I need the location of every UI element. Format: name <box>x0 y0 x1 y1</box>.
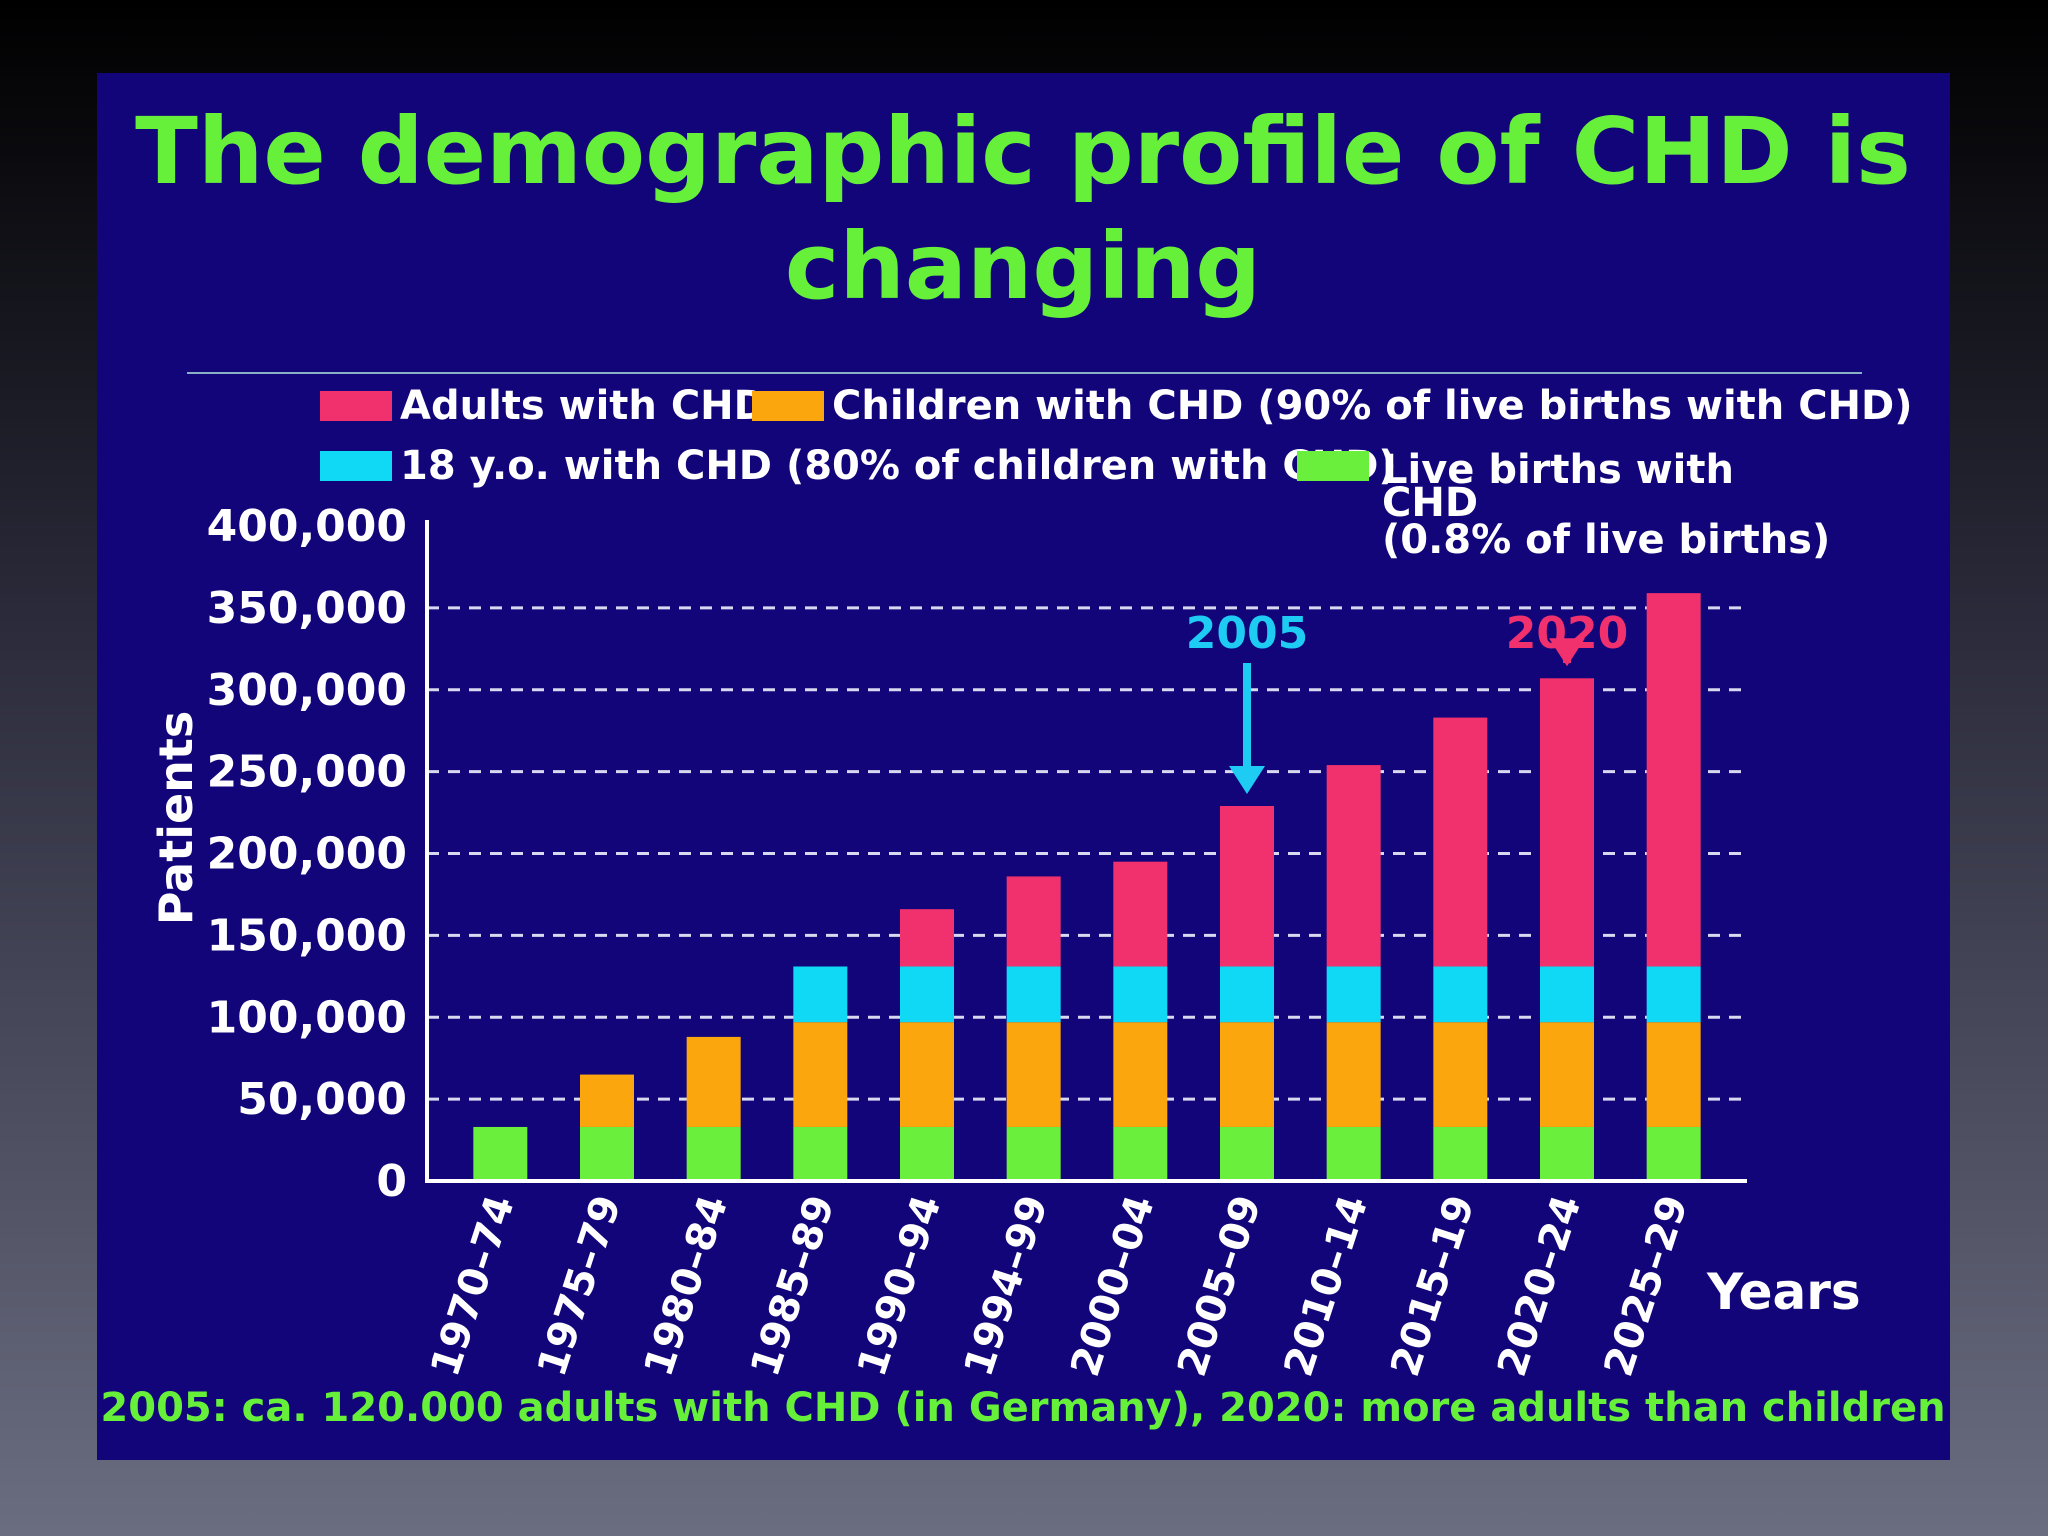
legend: Adults with CHD Children with CHD (90% o… <box>320 383 1913 563</box>
legend-label-births-line1: Live births with <box>1382 447 1734 493</box>
y-tick-label: 100,000 <box>207 992 407 1043</box>
x-tick-label: 2000–04 <box>1062 1190 1164 1382</box>
x-tick-label: 1990–94 <box>849 1190 951 1382</box>
legend-label-adults: Adults with CHD <box>400 383 767 429</box>
bar-births-12 <box>1646 1126 1701 1181</box>
bar-adults-11 <box>1540 678 1594 967</box>
bar-children-5 <box>900 1022 954 1127</box>
x-tick-label: 1985–89 <box>742 1190 844 1382</box>
x-ticks: 1970–74 1975–79 1980–84 1985–89 1990–94 1994–… <box>422 1190 1697 1382</box>
bar-children-4 <box>793 1022 848 1127</box>
legend-label-18yo: 18 y.o. with CHD (80% of children with C… <box>400 443 1397 489</box>
bar-births-7 <box>1113 1126 1168 1181</box>
bar-births-6 <box>1006 1126 1061 1181</box>
bar-adults-5 <box>900 909 954 967</box>
bar-births-11 <box>1540 1126 1594 1181</box>
y-tick-label: 250,000 <box>207 747 407 798</box>
bar-births-10 <box>1433 1126 1488 1181</box>
bar-eighteen-7 <box>1113 966 1168 1023</box>
gridlines <box>427 606 1747 1101</box>
bar-adults-8 <box>1220 806 1274 967</box>
x-tick-label: 1994–99 <box>956 1190 1058 1382</box>
y-ticks: 400,000 350,000 300,000 250,000 200,000 150,0… <box>207 501 407 1207</box>
x-tick-label: 2025–29 <box>1596 1190 1698 1382</box>
bar-children-8 <box>1220 1022 1274 1127</box>
bar-eighteen-6 <box>1006 966 1061 1023</box>
bar-eighteen-5 <box>900 966 954 1023</box>
bar-births-2 <box>580 1126 634 1181</box>
legend-swatch-adults <box>320 391 392 421</box>
y-axis-label: Patients <box>149 711 203 926</box>
y-tick-label: 200,000 <box>207 829 407 880</box>
bar-children-3 <box>686 1036 741 1127</box>
x-tick-label: 2015–19 <box>1382 1190 1484 1382</box>
x-tick-label: 1975–79 <box>529 1190 631 1382</box>
bar-children-10 <box>1433 1022 1488 1127</box>
annotation-arrow-head <box>1229 766 1265 795</box>
y-tick-label: 150,000 <box>207 910 407 961</box>
annotation-label: 2005 <box>1186 608 1308 659</box>
bar-children-6 <box>1006 1022 1061 1127</box>
bar-eighteen-9 <box>1326 966 1381 1023</box>
annotation-arrow-head <box>1549 638 1585 667</box>
bar-births-3 <box>686 1126 741 1181</box>
x-tick-label: 1970–74 <box>422 1190 524 1382</box>
bar-children-7 <box>1113 1022 1168 1127</box>
legend-label-children: Children with CHD (90% of live births wi… <box>832 383 1913 429</box>
bars <box>473 593 1701 1181</box>
bar-adults-7 <box>1113 861 1168 967</box>
bar-births-8 <box>1220 1126 1274 1181</box>
chart-title-line-2: changing <box>785 213 1261 320</box>
y-tick-label: 400,000 <box>207 501 407 552</box>
y-tick-label: 300,000 <box>207 665 407 716</box>
bar-adults-12 <box>1646 593 1701 967</box>
bar-births-5 <box>900 1126 954 1181</box>
annotation-2020: 2020 <box>1506 608 1628 667</box>
x-axis-label: Years <box>1706 1263 1861 1321</box>
bar-births-9 <box>1326 1126 1381 1181</box>
bar-eighteen-10 <box>1433 966 1488 1023</box>
x-tick-label: 2020–24 <box>1489 1190 1591 1382</box>
legend-swatch-18yo <box>320 451 392 481</box>
chart-title-line-1: The demographic profile of CHD is <box>135 98 1911 205</box>
y-tick-label: 0 <box>376 1156 407 1207</box>
bar-children-12 <box>1646 1022 1701 1127</box>
bar-children-9 <box>1326 1022 1381 1127</box>
annotation-2005: 2005 <box>1186 608 1308 795</box>
legend-label-births-line3: (0.8% of live births) <box>1382 517 1830 563</box>
annotations: 2005 2020 <box>1186 608 1628 795</box>
legend-swatch-children <box>752 391 824 421</box>
bar-eighteen-8 <box>1220 966 1274 1023</box>
x-tick-label: 1980–84 <box>636 1190 738 1382</box>
bar-eighteen-11 <box>1540 966 1594 1023</box>
footer-note: 2005: ca. 120.000 adults with CHD (in Ge… <box>100 1385 1945 1431</box>
bar-adults-10 <box>1433 717 1488 967</box>
bar-children-11 <box>1540 1022 1594 1127</box>
x-tick-label: 2010–14 <box>1276 1190 1378 1382</box>
bar-births-1 <box>473 1126 528 1181</box>
bar-eighteen-12 <box>1646 966 1701 1023</box>
bar-children-2 <box>580 1074 634 1127</box>
legend-label-births-line2: CHD <box>1382 480 1478 526</box>
bar-births-4 <box>793 1126 848 1181</box>
y-tick-label: 350,000 <box>207 583 407 634</box>
y-tick-label: 50,000 <box>237 1074 407 1125</box>
legend-swatch-births <box>1297 451 1369 481</box>
bar-eighteen-4 <box>793 966 848 1023</box>
bar-adults-9 <box>1326 765 1381 967</box>
slide: The demographic profile of CHD is changi… <box>97 73 1950 1460</box>
x-tick-label: 2005–09 <box>1169 1190 1271 1382</box>
bar-adults-6 <box>1006 876 1061 967</box>
chart: The demographic profile of CHD is changi… <box>100 98 1945 1431</box>
